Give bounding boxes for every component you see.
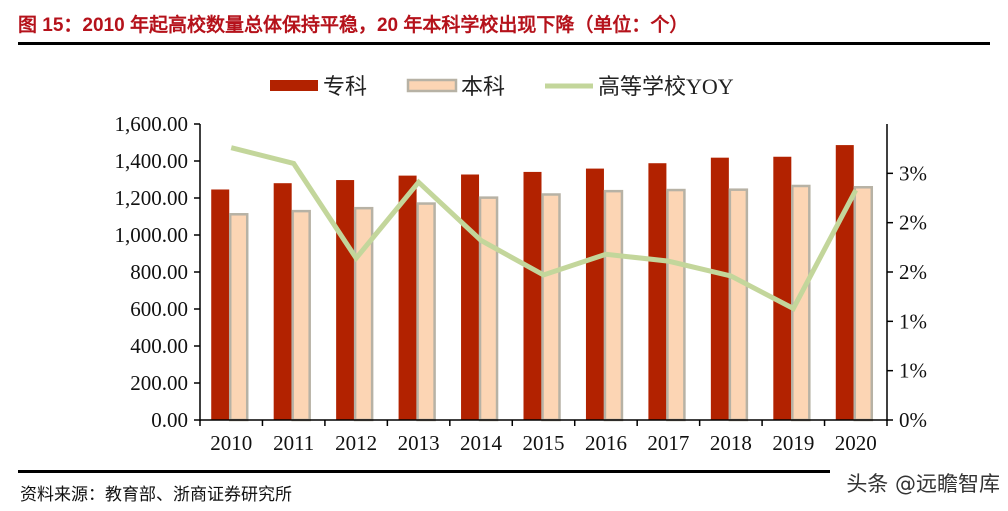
legend-label: 高等学校YOY [598,74,734,99]
right-axis-tick-label: 0% [899,408,927,432]
left-axis-tick-label: 1,600.00 [115,112,189,136]
yoy-line [230,145,858,312]
bar-benke-2017 [666,188,686,422]
bar-benke-2015 [541,193,561,422]
chart-legend: 专科 本科 高等学校YOY [270,74,734,99]
left-axis-tick-label: 800.00 [130,260,188,284]
x-axis-tick-label: 2016 [585,431,627,455]
chart-axes: 0.00 200.00 400.00 600.00 800.00 1,000.00 1,20… [115,112,928,455]
bar-zhuanke-2011 [273,183,292,420]
left-axis-tick-label: 1,200.00 [115,186,189,210]
chart-area: 专科 本科 高等学校YOY 0.00 200.00 400.00 600.00 800.00… [115,74,928,455]
left-axis-tick-label: 400.00 [130,334,188,358]
yoy-line-series [230,145,858,312]
x-axis-tick-label: 2011 [273,431,314,455]
left-axis-tick-label: 0.00 [151,408,188,432]
x-axis-tick-label: 2020 [835,431,877,455]
bar-benke-2018 [728,188,749,422]
bar-benke-2013 [416,202,436,422]
title-divider [18,42,990,45]
bar-zhuanke-2018 [710,157,729,421]
right-axis-tick-label: 1% [899,309,927,333]
x-axis-tick-label: 2013 [398,431,440,455]
bar-zhuanke-2019 [773,156,792,420]
bar-benke-2016 [603,189,624,422]
bar-zhuanke-2017 [648,163,667,420]
bar-zhuanke-2012 [336,180,355,420]
legend-label: 专科 [323,74,367,99]
bar-series [211,145,874,422]
bar-zhuanke-2014 [461,174,480,420]
legend-label: 本科 [461,74,505,99]
x-axis-tick-label: 2014 [460,431,503,455]
left-axis-tick-label: 1,400.00 [115,149,189,173]
legend-swatch-1 [406,78,458,93]
x-axis-tick-label: 2017 [647,431,689,455]
right-axis-tick-label: 2% [899,211,927,235]
footer-divider [18,470,830,473]
x-axis-tick-label: 2019 [772,431,814,455]
bar-zhuanke-2015 [523,171,542,420]
left-axis-tick-label: 1,000.00 [115,223,189,247]
watermark: 头条 @远瞻智库 [846,472,1000,496]
x-axis-tick-label: 2015 [523,431,565,455]
chart-title: 图 15：2010 年起高校数量总体保持平稳，20 年本科学校出现下降（单位：个… [18,15,689,36]
bar-zhuanke-2016 [585,168,604,420]
bar-zhuanke-2020 [835,145,854,420]
left-axis-tick-label: 200.00 [130,371,188,395]
bar-benke-2011 [291,209,311,422]
left-axis-tick-label: 600.00 [130,297,188,321]
bar-zhuanke-2010 [211,189,230,420]
right-axis-tick-label: 3% [899,161,927,185]
x-axis-tick-label: 2012 [335,431,377,455]
right-axis-tick-label: 1% [899,359,927,383]
bar-benke-2010 [228,213,249,422]
source-note: 资料来源：教育部、浙商证券研究所 [20,485,292,505]
bar-benke-2020 [853,186,874,422]
legend-swatch-0 [270,80,318,91]
right-axis-tick-label: 2% [899,260,927,284]
bar-zhuanke-2013 [398,175,417,420]
x-axis-tick-label: 2010 [210,431,252,455]
bar-benke-2014 [478,196,499,422]
x-axis-tick-label: 2018 [710,431,752,455]
